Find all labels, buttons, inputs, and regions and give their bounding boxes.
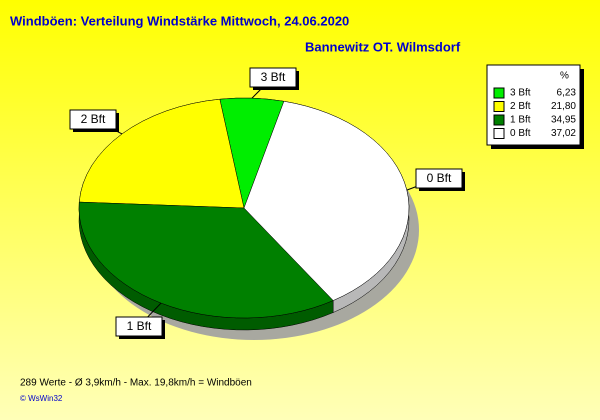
legend-swatch [493,101,505,112]
callout-box [249,67,297,88]
legend-header: % [560,71,569,82]
slice [78,98,245,209]
credit: © WsWin32 [20,394,63,403]
callout-label: 1 Bft [127,319,152,333]
callout-label: 3 Bft [261,70,286,84]
legend-value: 37,02 [551,128,576,139]
callout-box [69,109,117,130]
legend-label: 3 Bft [510,88,531,99]
legend-swatch [493,128,505,139]
chart-subtitle: Bannewitz OT. Wilmsdorf [305,39,461,54]
legend-label: 1 Bft [510,115,531,126]
callout-box [115,316,163,337]
legend-value: 21,80 [551,101,576,112]
callout-label: 0 Bft [427,171,452,185]
legend-value: 34,95 [551,115,576,126]
callout-box [415,168,463,189]
callout-label: 2 Bft [81,112,106,126]
legend-swatch [493,114,505,126]
footer: 289 Werte - Ø 3,9km/h - Max. 19,8km/h = … [20,378,252,389]
legend-swatch [493,87,505,99]
slice [78,201,334,319]
legend-label: 0 Bft [510,128,531,139]
legend-value: 6,23 [557,88,577,99]
chart-title: Windböen: Verteilung Windstärke Mittwoch… [10,13,349,28]
legend-label: 2 Bft [510,101,531,112]
